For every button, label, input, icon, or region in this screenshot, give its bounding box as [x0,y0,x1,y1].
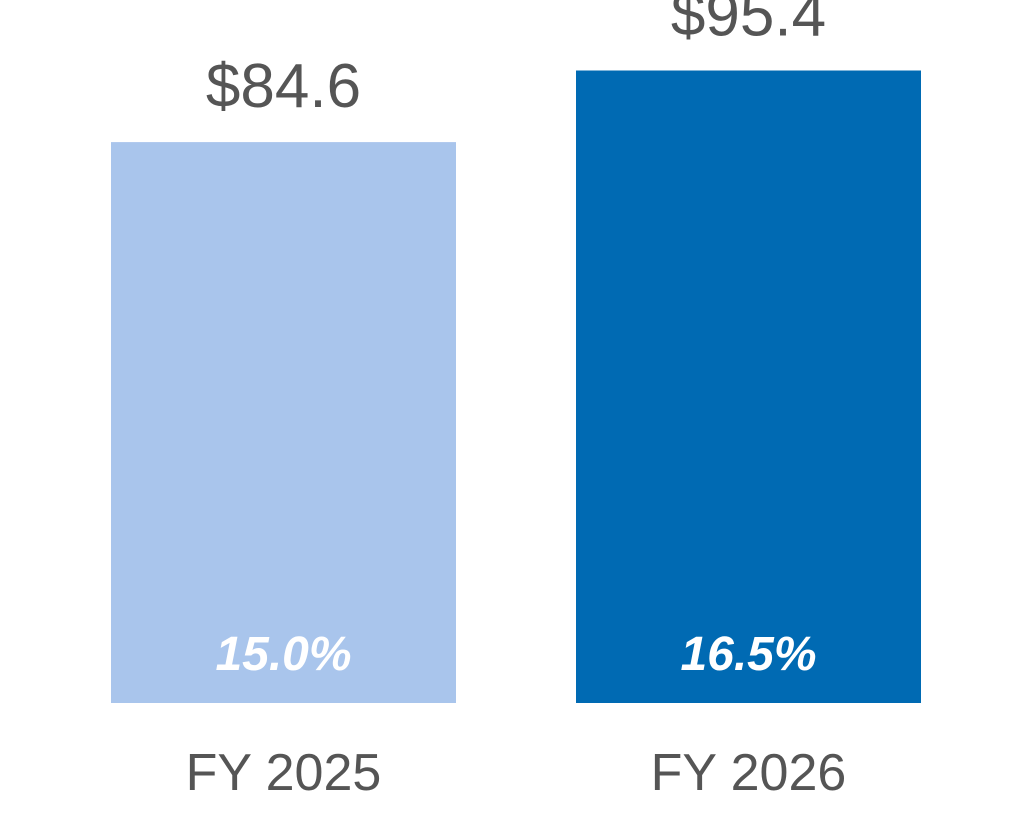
bar-1 [576,70,921,704]
category-label-0: FY 2025 [186,744,382,802]
bar-0 [111,142,456,704]
bar-inner-label-0: 15.0% [215,628,351,681]
bar-value-label-0: $84.6 [206,52,361,121]
bar-value-label-1: $95.4 [671,0,826,49]
bar-inner-label-1: 16.5% [680,628,816,681]
category-label-1: FY 2026 [651,744,847,802]
